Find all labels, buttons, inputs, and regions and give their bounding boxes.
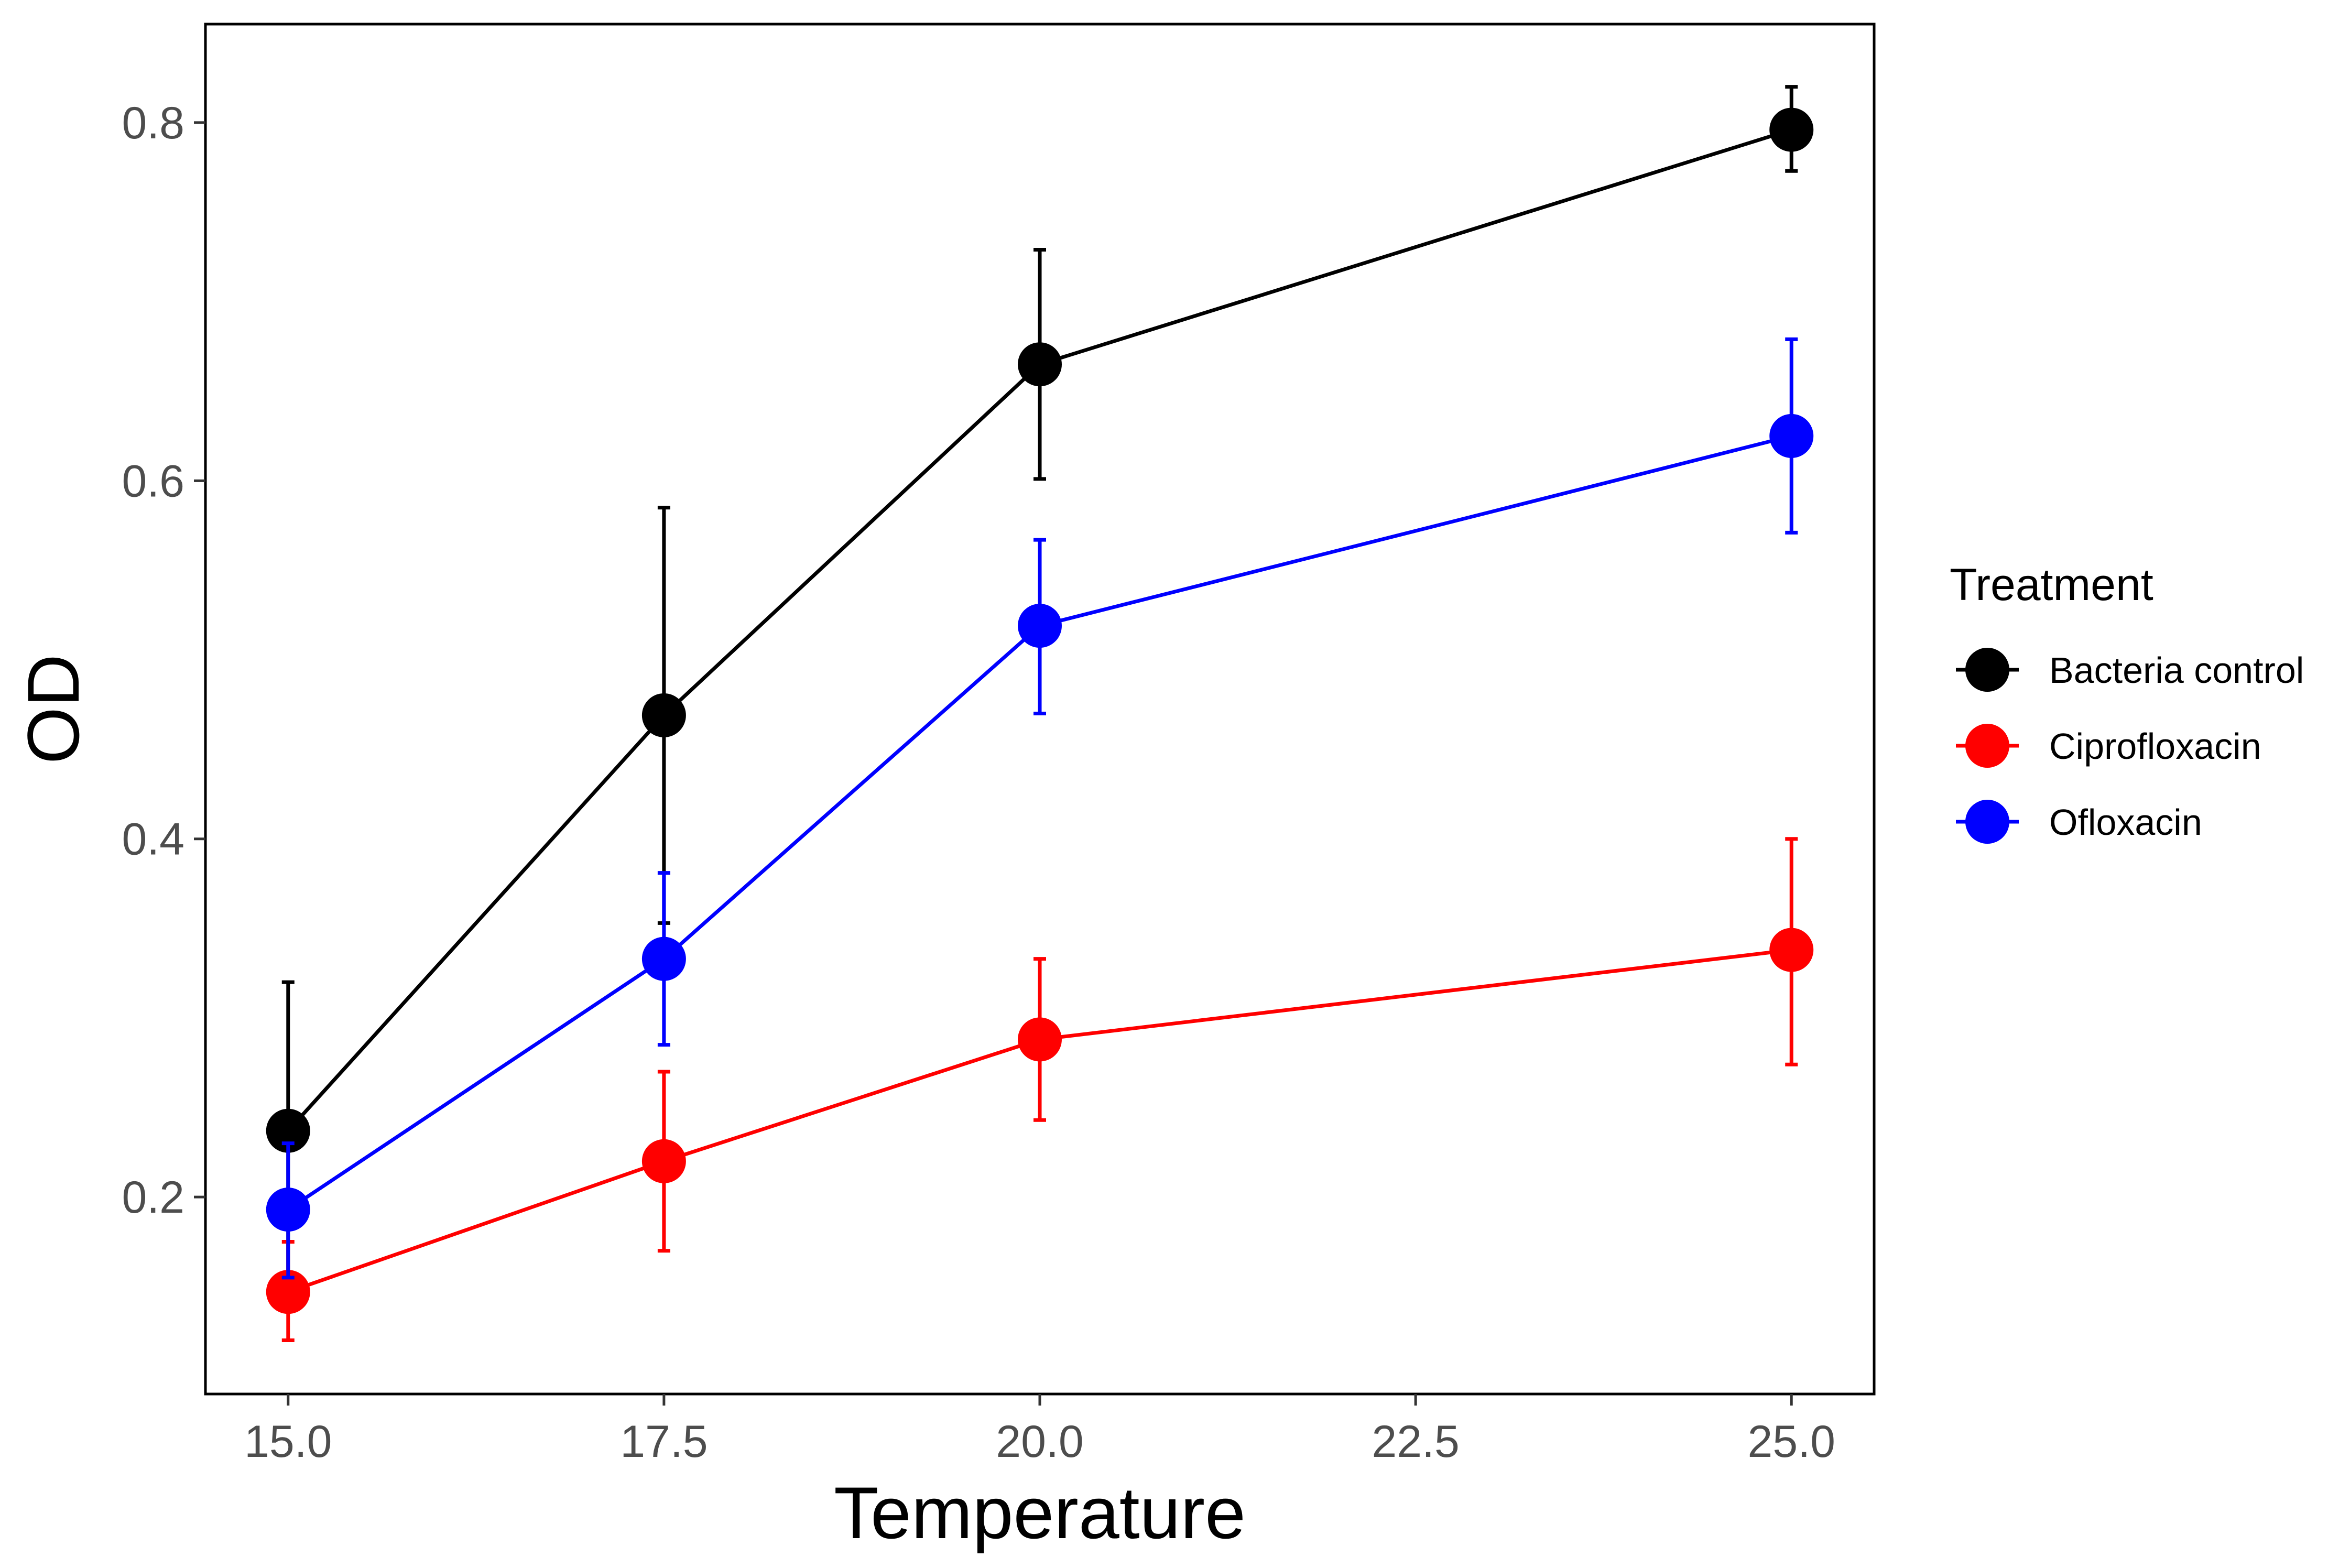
series-line (287, 948, 1792, 1294)
series-ofloxacin (266, 337, 1814, 1280)
x-tick-label: 25.0 (1748, 1417, 1835, 1467)
data-point (266, 1188, 310, 1232)
legend-item: Bacteria control (1956, 648, 2304, 692)
x-tick-label: 17.5 (620, 1417, 708, 1467)
data-point (266, 1108, 310, 1153)
legend-items: Bacteria control Ciprofloxacin Ofloxacin (1956, 648, 2304, 844)
data-point (1769, 107, 1814, 152)
data-point (1769, 413, 1814, 458)
data-point (1769, 928, 1814, 972)
y-tick-label: 0.8 (122, 98, 184, 148)
legend-item: Ciprofloxacin (1956, 724, 2261, 768)
data-point (1018, 342, 1062, 387)
x-tick-label: 22.5 (1372, 1417, 1459, 1467)
legend-label: Ciprofloxacin (2049, 726, 2261, 767)
x-tick-label: 20.0 (996, 1417, 1083, 1467)
data-point (641, 693, 686, 737)
y-tick-label: 0.4 (122, 814, 184, 865)
legend-label: Bacteria control (2049, 650, 2304, 691)
legend-item: Ofloxacin (1956, 800, 2202, 844)
x-tick-label: 15.0 (244, 1417, 332, 1467)
series-bacteria-control (266, 85, 1814, 1280)
data-point (266, 1270, 310, 1314)
legend-label: Ofloxacin (2049, 802, 2202, 843)
y-axis: 0.2 0.4 0.6 0.8 (122, 98, 205, 1223)
x-axis-title: Temperature (834, 1472, 1246, 1554)
series-line (287, 434, 1792, 1211)
series-ciprofloxacin (266, 837, 1814, 1342)
y-tick-label: 0.2 (122, 1172, 184, 1223)
data-point (1018, 604, 1062, 648)
data-point (641, 937, 686, 981)
legend: Treatment Bacteria control Ciprofloxacin O… (1950, 560, 2304, 844)
y-tick-label: 0.6 (122, 456, 184, 506)
legend-key-point (1965, 648, 2009, 692)
legend-key-point (1965, 724, 2009, 768)
x-axis: 15.0 17.5 20.0 22.5 25.0 (244, 1394, 1835, 1467)
series-line (287, 128, 1792, 1133)
y-axis-title: OD (12, 654, 94, 764)
data-point (641, 1139, 686, 1183)
legend-title: Treatment (1950, 560, 2153, 610)
data-point (1018, 1017, 1062, 1062)
series-layer (266, 85, 1814, 1342)
legend-key-point (1965, 800, 2009, 844)
